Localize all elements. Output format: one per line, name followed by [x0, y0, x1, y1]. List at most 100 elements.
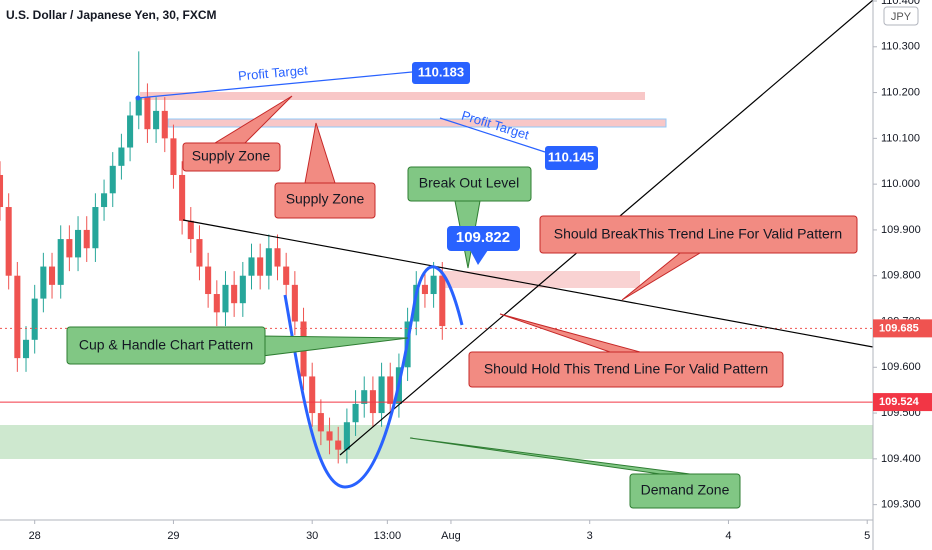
pointer	[470, 250, 488, 265]
callout-text: Should Hold This Trend Line For Valid Pa…	[484, 361, 768, 377]
candle-body	[0, 174, 4, 208]
candle-body	[127, 115, 134, 148]
candle-body	[439, 275, 446, 327]
candle-body	[187, 220, 194, 240]
callout-text: Should BreakThis Trend Line For Valid Pa…	[554, 226, 842, 242]
x-tick-label: 13:00	[374, 530, 402, 542]
pointer	[499, 313, 641, 353]
target-value: 110.145	[548, 149, 594, 164]
callout	[629, 473, 741, 509]
candle-body	[257, 257, 264, 276]
price-tag	[873, 319, 932, 338]
target-tag	[447, 226, 520, 251]
candle-body	[161, 110, 168, 139]
x-tick-label: 4	[725, 530, 731, 542]
candle-body	[135, 97, 142, 116]
candle-body	[387, 376, 394, 404]
candle-body	[352, 403, 359, 423]
candle-body	[430, 275, 437, 295]
candle-body	[101, 193, 108, 208]
y-tick-label: 110.200	[881, 86, 920, 98]
price-tag-label: 109.685	[879, 322, 919, 334]
currency-box	[883, 6, 919, 26]
breakout-zone	[440, 271, 640, 288]
candle-body	[343, 422, 350, 450]
callout	[468, 351, 784, 388]
y-tick-label: 110.300	[881, 41, 920, 53]
callout	[407, 166, 532, 202]
price-axis-bg	[873, 0, 932, 550]
candle-body	[170, 138, 177, 175]
candle-body	[239, 275, 246, 304]
pointer	[261, 335, 409, 357]
profit-target: Profit Target	[237, 62, 308, 83]
zones	[0, 92, 873, 459]
candle-body	[222, 284, 229, 313]
price-tag	[873, 393, 932, 412]
supply-zone	[167, 118, 667, 128]
profit-target: Profit Target	[460, 108, 532, 143]
candle-body	[31, 298, 38, 340]
candle-body	[213, 294, 220, 313]
candle-body	[274, 248, 281, 267]
callout	[274, 182, 376, 219]
target-line	[137, 71, 413, 99]
candle-body	[196, 239, 203, 267]
callout-text: Demand Zone	[641, 482, 730, 498]
target-tag	[412, 62, 470, 84]
candle-body	[48, 266, 56, 285]
x-tick-label: 5	[864, 530, 870, 542]
callout	[182, 142, 281, 172]
candle-body	[40, 266, 47, 299]
supply-zone	[140, 92, 645, 100]
target-dot	[135, 95, 141, 101]
y-tick-label: 110.000	[881, 178, 920, 190]
candle-body	[317, 413, 324, 432]
candle-body	[92, 207, 99, 249]
x-tick-label: 30	[306, 530, 318, 542]
chart-title: U.S. Dollar / Japanese Yen, 30, FXCM	[6, 8, 217, 22]
candle-body	[361, 390, 368, 404]
candle-body	[5, 207, 12, 276]
candle-body	[309, 376, 316, 414]
candle-body	[413, 284, 420, 322]
target-tag	[545, 146, 598, 170]
candle-body	[335, 440, 342, 450]
candle-body	[75, 229, 82, 258]
y-tick-label: 109.600	[881, 361, 921, 373]
candle-body	[118, 147, 125, 166]
y-tick-label: 109.400	[881, 453, 921, 465]
candle-body	[205, 266, 212, 295]
cup-curve	[283, 265, 464, 489]
x-tick-label: Aug	[441, 530, 461, 542]
callout-text: Break Out Level	[419, 175, 519, 191]
candle-body	[291, 284, 298, 322]
x-tick-label: 28	[29, 530, 41, 542]
time-axis-bg	[0, 520, 873, 550]
candle-body	[83, 229, 90, 249]
candles	[0, 51, 873, 464]
axes: 109.300109.400109.500109.600109.700109.8…	[29, 0, 932, 542]
target-value: 110.183	[418, 64, 464, 79]
candle-body	[231, 284, 238, 304]
candle-body	[144, 97, 151, 130]
y-tick-label: 110.100	[881, 132, 920, 144]
candle-body	[57, 239, 64, 285]
callout-text: Supply Zone	[192, 148, 271, 164]
target-value: 109.822	[456, 229, 510, 246]
candle-body	[283, 266, 290, 285]
currency: JPY	[891, 11, 912, 23]
y-tick-label: 109.900	[881, 224, 921, 236]
target-line	[439, 117, 546, 153]
candle-body	[153, 110, 160, 130]
candle-body	[326, 431, 333, 441]
candle-body	[22, 339, 30, 359]
candle-body	[421, 284, 428, 295]
pointer	[304, 122, 336, 184]
candle-body	[179, 174, 186, 221]
candle-body	[378, 376, 385, 414]
candle-body	[248, 257, 255, 276]
callout-text: Cup & Handle Chart Pattern	[79, 337, 253, 353]
callout	[539, 215, 858, 254]
